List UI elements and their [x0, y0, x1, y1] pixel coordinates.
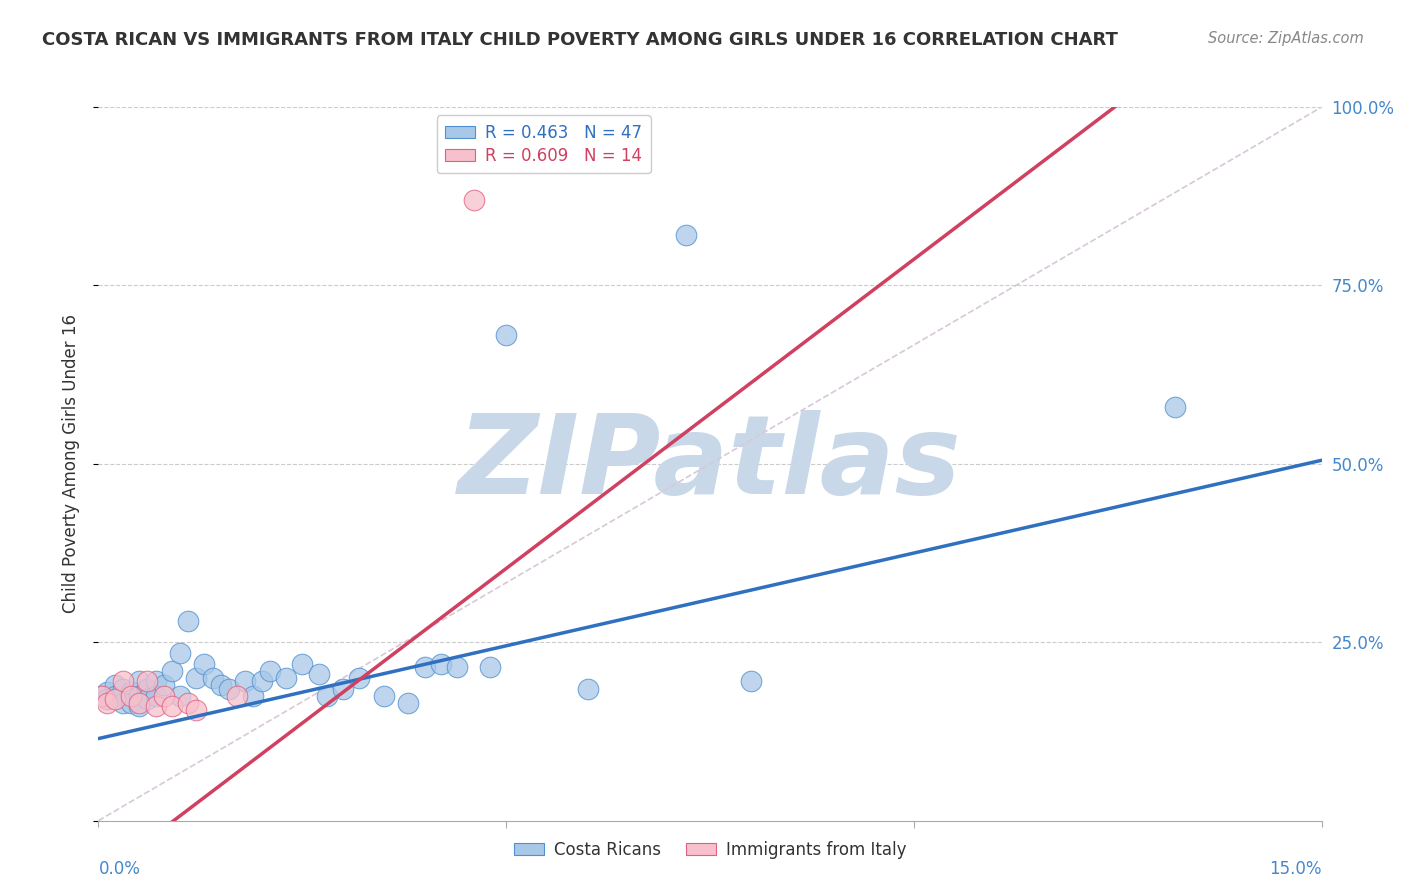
- Point: [193, 657, 215, 671]
- Point: [152, 689, 174, 703]
- Point: [96, 692, 118, 706]
- Point: [91, 689, 114, 703]
- Point: [136, 681, 159, 696]
- Point: [308, 667, 330, 681]
- Point: [242, 689, 264, 703]
- Point: [218, 681, 240, 696]
- Text: COSTA RICAN VS IMMIGRANTS FROM ITALY CHILD POVERTY AMONG GIRLS UNDER 16 CORRELAT: COSTA RICAN VS IMMIGRANTS FROM ITALY CHI…: [42, 31, 1118, 49]
- Point: [396, 696, 419, 710]
- Point: [111, 681, 134, 696]
- Point: [495, 328, 517, 343]
- Point: [373, 689, 395, 703]
- Text: Source: ZipAtlas.com: Source: ZipAtlas.com: [1208, 31, 1364, 46]
- Point: [446, 660, 468, 674]
- Legend: Costa Ricans, Immigrants from Italy: Costa Ricans, Immigrants from Italy: [508, 835, 912, 866]
- Point: [291, 657, 314, 671]
- Point: [145, 699, 167, 714]
- Point: [274, 671, 297, 685]
- Point: [160, 664, 183, 678]
- Point: [91, 689, 114, 703]
- Point: [233, 674, 256, 689]
- Point: [145, 689, 167, 703]
- Point: [169, 689, 191, 703]
- Point: [177, 614, 200, 628]
- Point: [104, 692, 127, 706]
- Point: [1164, 400, 1187, 414]
- Text: ZIPatlas: ZIPatlas: [458, 410, 962, 517]
- Point: [104, 689, 127, 703]
- Point: [160, 699, 183, 714]
- Y-axis label: Child Poverty Among Girls Under 16: Child Poverty Among Girls Under 16: [62, 314, 80, 614]
- Point: [675, 228, 697, 243]
- Point: [111, 674, 134, 689]
- Point: [111, 696, 134, 710]
- Text: 15.0%: 15.0%: [1270, 860, 1322, 878]
- Point: [259, 664, 281, 678]
- Point: [430, 657, 453, 671]
- Point: [120, 685, 142, 699]
- Point: [177, 696, 200, 710]
- Point: [463, 193, 485, 207]
- Point: [413, 660, 436, 674]
- Point: [740, 674, 762, 689]
- Point: [128, 699, 150, 714]
- Point: [186, 703, 208, 717]
- Point: [332, 681, 354, 696]
- Point: [315, 689, 337, 703]
- Point: [169, 646, 191, 660]
- Point: [96, 696, 118, 710]
- Point: [201, 671, 224, 685]
- Point: [104, 678, 127, 692]
- Point: [576, 681, 599, 696]
- Point: [136, 674, 159, 689]
- Point: [250, 674, 273, 689]
- Point: [152, 678, 174, 692]
- Text: 0.0%: 0.0%: [98, 860, 141, 878]
- Point: [209, 678, 232, 692]
- Point: [96, 685, 118, 699]
- Point: [186, 671, 208, 685]
- Point: [128, 674, 150, 689]
- Point: [128, 689, 150, 703]
- Point: [226, 689, 249, 703]
- Point: [349, 671, 371, 685]
- Point: [128, 696, 150, 710]
- Point: [145, 674, 167, 689]
- Point: [478, 660, 501, 674]
- Point: [136, 692, 159, 706]
- Point: [120, 689, 142, 703]
- Point: [120, 696, 142, 710]
